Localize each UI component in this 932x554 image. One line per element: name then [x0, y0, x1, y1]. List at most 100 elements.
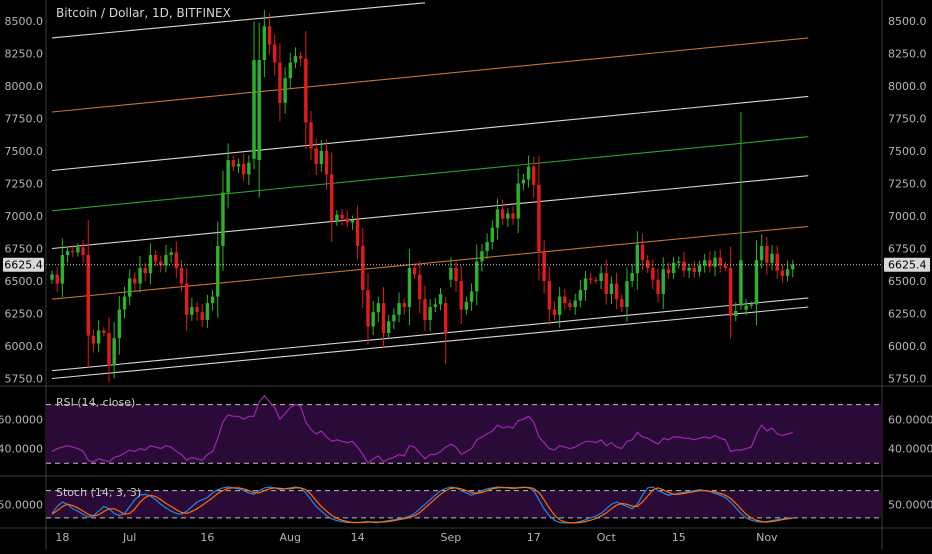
candle[interactable] — [361, 228, 365, 308]
candle[interactable] — [666, 262, 671, 279]
candle[interactable] — [241, 153, 246, 182]
candle[interactable] — [785, 260, 790, 282]
candle[interactable] — [112, 322, 116, 379]
candle[interactable] — [278, 43, 282, 122]
candle[interactable] — [262, 9, 267, 78]
candle[interactable] — [443, 296, 448, 365]
candle[interactable] — [226, 143, 230, 209]
candle[interactable] — [216, 221, 220, 318]
candle[interactable] — [609, 276, 614, 305]
candle[interactable] — [71, 245, 75, 258]
candle[interactable] — [485, 233, 489, 259]
channel-line-orange[interactable] — [51, 37, 809, 113]
candle[interactable] — [765, 236, 769, 276]
candle[interactable] — [148, 243, 153, 284]
candle[interactable] — [298, 51, 303, 67]
candle[interactable] — [620, 294, 624, 313]
candle[interactable] — [392, 308, 396, 330]
candle[interactable] — [355, 205, 360, 260]
candle[interactable] — [625, 267, 629, 322]
candle[interactable] — [723, 262, 728, 272]
candle[interactable] — [563, 288, 567, 310]
candle[interactable] — [537, 155, 541, 281]
candle[interactable] — [480, 244, 484, 272]
candle[interactable] — [324, 139, 329, 190]
candle[interactable] — [552, 301, 557, 320]
candle[interactable] — [438, 288, 443, 311]
candle[interactable] — [604, 259, 608, 305]
candle[interactable] — [91, 329, 96, 353]
candle[interactable] — [247, 155, 251, 185]
candle[interactable] — [267, 13, 272, 55]
candle[interactable] — [76, 243, 80, 257]
candle[interactable] — [646, 255, 650, 274]
candle[interactable] — [749, 301, 753, 309]
candle[interactable] — [412, 263, 417, 280]
candle[interactable] — [81, 240, 85, 264]
candle[interactable] — [599, 266, 603, 290]
candle[interactable] — [734, 302, 738, 322]
channel-line-white[interactable] — [51, 95, 809, 172]
candle[interactable] — [687, 263, 691, 279]
candle[interactable] — [107, 317, 111, 383]
candle[interactable] — [635, 231, 640, 290]
candle[interactable] — [231, 155, 235, 172]
candle[interactable] — [423, 285, 427, 331]
candle[interactable] — [205, 294, 210, 329]
candle[interactable] — [236, 158, 241, 173]
candle[interactable] — [630, 263, 634, 288]
channel-line-white[interactable] — [51, 306, 809, 380]
candle[interactable] — [96, 320, 101, 353]
candle[interactable] — [65, 246, 70, 263]
candle[interactable] — [122, 286, 127, 319]
candle[interactable] — [526, 155, 531, 188]
candle[interactable] — [583, 270, 588, 301]
candle[interactable] — [221, 170, 225, 272]
candle[interactable] — [428, 299, 432, 332]
candle[interactable] — [387, 314, 391, 340]
stoch-pane[interactable]: 50.0000 50.0000 — [0, 486, 932, 524]
candle[interactable] — [677, 256, 681, 269]
candle[interactable] — [309, 110, 313, 160]
candle[interactable] — [728, 246, 733, 339]
candle[interactable] — [138, 256, 142, 293]
channel-line-white[interactable] — [51, 175, 809, 250]
candle[interactable] — [557, 286, 562, 328]
candle[interactable] — [283, 67, 287, 114]
candle[interactable] — [102, 327, 106, 337]
candle[interactable] — [288, 52, 292, 90]
candle[interactable] — [397, 292, 401, 323]
candle[interactable] — [464, 296, 469, 315]
rsi-pane[interactable]: 60.0000 60.0000 40.0000 40.0000 — [0, 394, 932, 465]
candle[interactable] — [340, 208, 344, 226]
candle[interactable] — [335, 210, 339, 226]
candle[interactable] — [153, 250, 158, 267]
channel-lines[interactable] — [51, 2, 809, 380]
candle[interactable] — [516, 168, 520, 234]
candle[interactable] — [433, 298, 438, 313]
candle[interactable] — [319, 139, 324, 172]
candle[interactable] — [759, 234, 764, 269]
candle[interactable] — [210, 289, 215, 311]
candle[interactable] — [542, 240, 546, 294]
candle[interactable] — [304, 30, 308, 150]
stoch-d-line[interactable] — [51, 486, 793, 524]
candle[interactable] — [697, 260, 702, 277]
candle[interactable] — [589, 272, 593, 285]
candle[interactable] — [381, 287, 386, 348]
candle[interactable] — [159, 255, 163, 273]
candles[interactable] — [50, 9, 795, 383]
candle[interactable] — [500, 199, 505, 226]
candle[interactable] — [459, 265, 463, 325]
candle[interactable] — [506, 208, 510, 227]
candle[interactable] — [775, 245, 779, 279]
candle[interactable] — [179, 260, 184, 292]
candle[interactable] — [402, 298, 406, 315]
candle[interactable] — [614, 272, 619, 310]
candle[interactable] — [692, 261, 697, 278]
rsi-line[interactable] — [51, 394, 793, 465]
candle[interactable] — [718, 249, 722, 273]
channel-line-green[interactable] — [51, 136, 809, 212]
channel-line-white[interactable] — [51, 2, 426, 39]
